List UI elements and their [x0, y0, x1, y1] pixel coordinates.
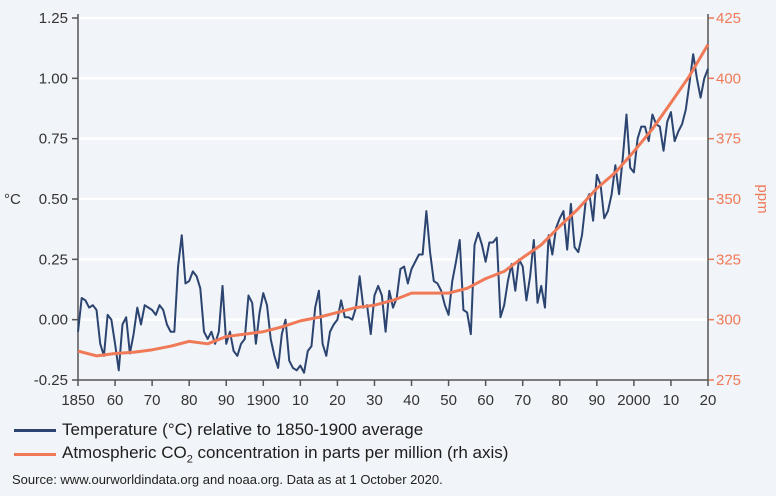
x-tick-label: 90 — [218, 392, 235, 409]
x-tick-label: 10 — [663, 392, 680, 409]
x-tick-label: 60 — [107, 392, 124, 409]
x-tick-label: 20 — [700, 392, 717, 409]
x-tick-label: 20 — [329, 392, 346, 409]
x-tick-label: 50 — [440, 392, 457, 409]
right-tick-label: 375 — [716, 131, 741, 148]
x-tick-label: 1900 — [247, 392, 280, 409]
x-tick-label: 80 — [551, 392, 568, 409]
x-tick-label: 70 — [514, 392, 531, 409]
left-tick-label: 0.00 — [39, 312, 68, 329]
left-tick-label: -0.25 — [34, 372, 68, 389]
left-tick-label: 0.50 — [39, 191, 68, 208]
left-tick-label: 1.25 — [39, 10, 68, 27]
left-axis-label: °C — [4, 191, 21, 208]
legend-swatch-co2 — [14, 452, 56, 456]
left-tick-label: 0.25 — [39, 251, 68, 268]
x-tick-label: 40 — [403, 392, 420, 409]
co2-line — [77, 43, 710, 358]
x-tick-label: 2000 — [617, 392, 650, 409]
x-tick-label: 70 — [144, 392, 161, 409]
right-tick-label: 400 — [716, 70, 741, 87]
right-tick-label: 350 — [716, 191, 741, 208]
x-tick-label: 80 — [181, 392, 198, 409]
x-tick-label: 10 — [292, 392, 309, 409]
x-tick-label: 60 — [477, 392, 494, 409]
x-tick-label: 30 — [366, 392, 383, 409]
legend-label-temperature: Temperature (°C) relative to 1850-1900 a… — [62, 420, 424, 439]
legend-co2-part: Atmospheric CO — [62, 443, 187, 462]
x-tick-label: 1850 — [61, 392, 94, 409]
right-tick-label: 425 — [716, 10, 741, 27]
right-axis-label: ppm — [754, 184, 771, 213]
legend-co2-subscript: 2 — [186, 453, 193, 466]
temperature-line — [77, 53, 709, 374]
left-tick-label: 1.00 — [39, 70, 68, 87]
x-tick-label: 90 — [588, 392, 605, 409]
left-tick-label: 0.75 — [39, 131, 68, 148]
right-tick-label: 325 — [716, 251, 741, 268]
legend-item-temperature: Temperature (°C) relative to 1850-1900 a… — [14, 420, 423, 440]
legend-co2-rest: concentration in parts per million (rh a… — [192, 443, 509, 462]
legend-swatch-temperature — [14, 428, 56, 432]
right-tick-label: 300 — [716, 312, 741, 329]
legend-label-co2: Atmospheric CO2 concentration in parts p… — [62, 443, 508, 465]
right-tick-label: 275 — [716, 372, 741, 389]
legend-item-co2: Atmospheric CO2 concentration in parts p… — [14, 443, 508, 465]
source-note: Source: www.ourworldindata.org and noaa.… — [12, 472, 443, 487]
